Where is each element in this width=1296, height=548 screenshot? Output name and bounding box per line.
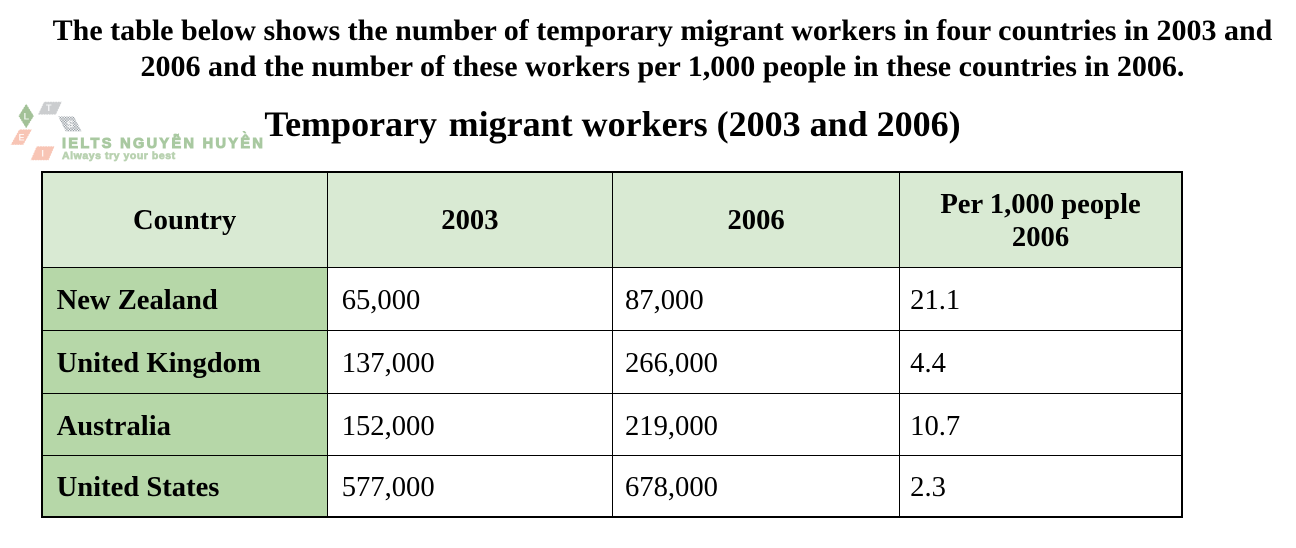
- svg-text:T: T: [46, 103, 52, 113]
- svg-text:E: E: [18, 133, 24, 143]
- svg-text:I: I: [41, 149, 44, 159]
- svg-text:S: S: [67, 120, 74, 131]
- svg-text:L: L: [24, 112, 30, 122]
